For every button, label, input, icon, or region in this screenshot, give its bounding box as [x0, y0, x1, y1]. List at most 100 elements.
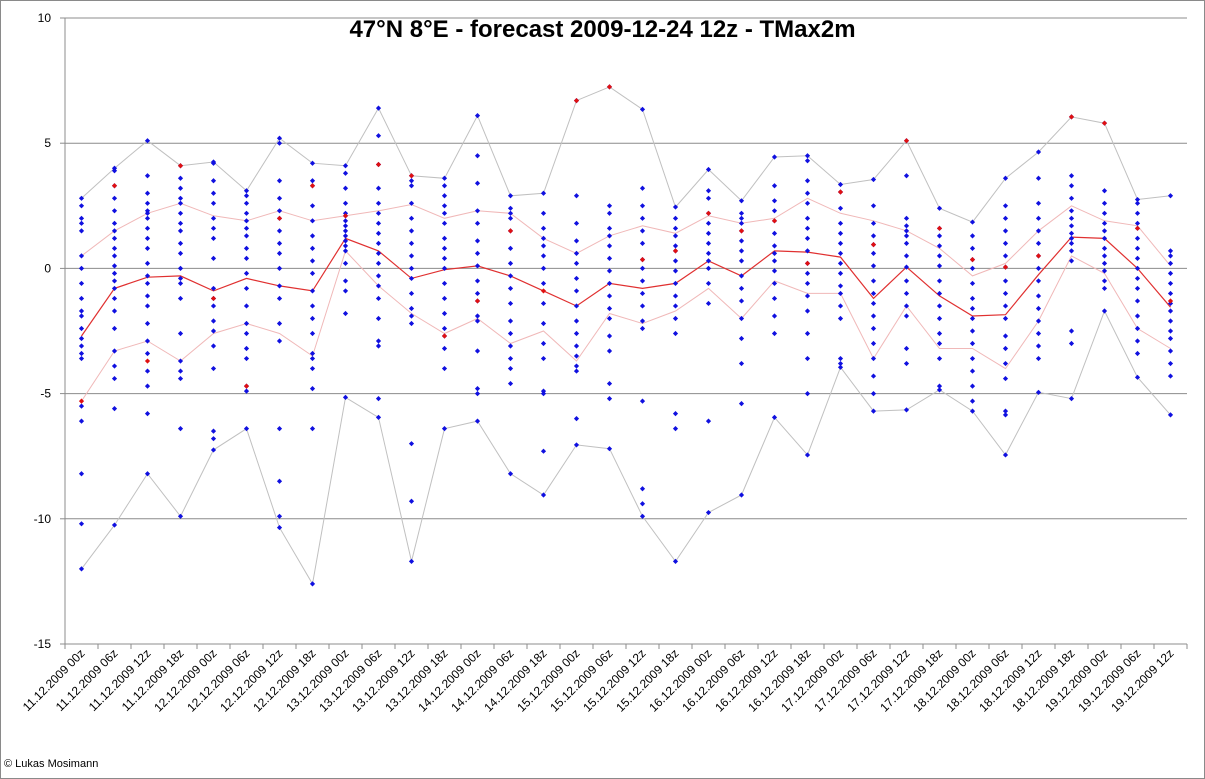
member-point	[903, 264, 910, 270]
member-point	[606, 305, 613, 312]
member-point	[540, 340, 547, 347]
member-point	[309, 355, 316, 362]
y-tick-label: 0	[44, 261, 51, 275]
member-point	[474, 250, 481, 256]
member-point	[111, 245, 118, 251]
member-point	[474, 263, 481, 269]
member-point	[573, 260, 580, 266]
member-point	[771, 243, 778, 249]
member-point	[969, 233, 976, 239]
member-point	[375, 220, 382, 226]
member-point	[144, 200, 151, 206]
member-point	[771, 330, 778, 337]
member-point	[144, 138, 151, 144]
member-point	[639, 265, 646, 271]
member-point	[144, 190, 151, 196]
member-point	[738, 401, 745, 407]
member-point	[936, 290, 943, 297]
member-point	[177, 195, 184, 201]
member-point	[903, 253, 910, 259]
highlight-point	[771, 218, 778, 224]
member-point	[375, 260, 382, 266]
member-point	[375, 200, 382, 206]
member-point	[210, 200, 217, 206]
member-point	[507, 318, 514, 324]
highlight-point	[1068, 114, 1075, 120]
member-point	[111, 375, 118, 382]
member-point	[738, 273, 745, 279]
member-point	[243, 210, 250, 216]
member-point	[969, 328, 976, 334]
member-point	[507, 330, 514, 337]
member-point	[870, 313, 877, 319]
member-point	[1134, 265, 1141, 271]
member-point	[243, 285, 250, 292]
member-point	[573, 275, 580, 282]
member-point	[1068, 340, 1075, 347]
member-point	[111, 406, 118, 412]
member-point	[837, 181, 844, 188]
member-point	[210, 190, 217, 196]
member-point	[144, 260, 151, 266]
member-point	[309, 303, 316, 309]
highlight-point	[573, 98, 580, 104]
member-point	[408, 215, 415, 221]
member-point	[474, 208, 481, 214]
member-point	[804, 178, 811, 184]
member-point	[375, 210, 382, 216]
member-point	[243, 345, 250, 352]
member-point	[408, 320, 415, 327]
member-point	[1068, 173, 1075, 179]
copyright-note: © Lukas Mosimann	[4, 758, 99, 770]
y-tick-label: -15	[34, 637, 52, 651]
member-point	[408, 441, 415, 447]
highlight-point	[540, 288, 547, 294]
member-point	[474, 153, 481, 159]
member-point	[1101, 268, 1108, 274]
member-point	[210, 447, 217, 453]
member-point	[804, 235, 811, 241]
member-point	[276, 228, 283, 234]
member-point	[342, 200, 349, 206]
member-point	[672, 315, 679, 322]
member-point	[177, 280, 184, 287]
member-point	[969, 295, 976, 302]
member-point	[804, 270, 811, 277]
member-point	[309, 233, 316, 239]
member-point	[111, 278, 118, 284]
member-point	[969, 383, 976, 389]
member-point	[936, 355, 943, 362]
member-point	[804, 330, 811, 337]
member-point	[78, 471, 85, 477]
member-point	[177, 513, 184, 519]
member-point	[1134, 200, 1141, 206]
highlight-point	[837, 189, 844, 195]
member-point	[78, 403, 85, 409]
member-point	[144, 280, 151, 287]
member-point	[111, 168, 118, 174]
member-point	[210, 428, 217, 434]
member-point	[144, 293, 151, 299]
member-point	[375, 343, 382, 349]
member-point	[1134, 275, 1141, 282]
member-point	[1101, 210, 1108, 216]
member-point	[540, 265, 547, 271]
member-point	[1134, 285, 1141, 292]
member-point	[408, 265, 415, 271]
member-point	[375, 338, 382, 344]
member-point	[111, 308, 118, 314]
highlight-point	[1167, 298, 1174, 304]
member-point	[573, 318, 580, 324]
member-point	[573, 353, 580, 359]
member-point	[375, 315, 382, 322]
member-point	[375, 273, 382, 279]
member-point	[738, 335, 745, 342]
member-point	[936, 243, 943, 249]
member-point	[474, 318, 481, 324]
member-point	[573, 368, 580, 374]
member-point	[144, 225, 151, 231]
member-point	[969, 265, 976, 271]
member-point	[243, 270, 250, 277]
member-point	[540, 300, 547, 307]
